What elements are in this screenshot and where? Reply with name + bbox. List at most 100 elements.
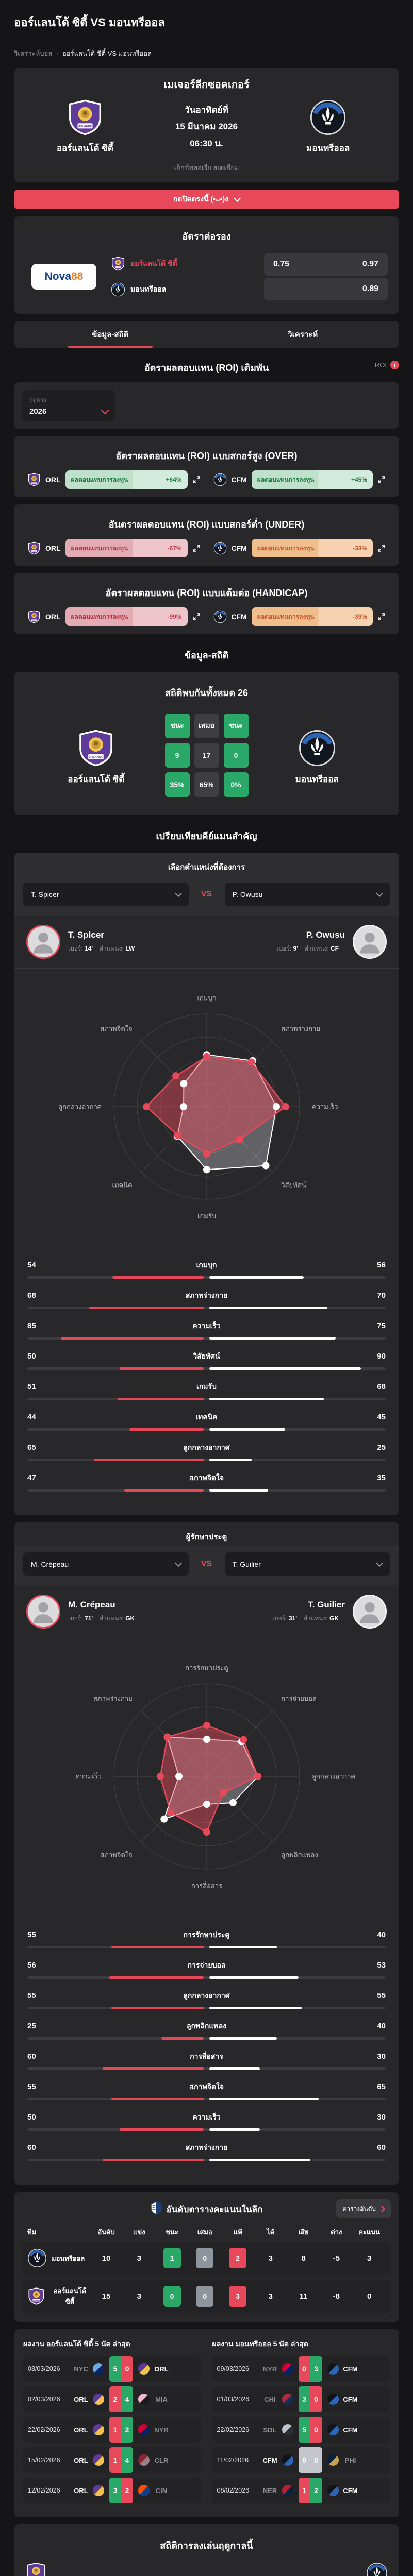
season-select-value: 2026: [29, 407, 47, 416]
home-stat-value: 85: [27, 1321, 36, 1330]
home-team-name: ออร์แลนโด้ ซิตี้: [56, 143, 113, 153]
left-team-abbr: ORL: [74, 2426, 88, 2434]
table-column-header: ทีม: [27, 2228, 37, 2236]
club-logo: [327, 2485, 339, 2496]
away-player-avatar: [353, 925, 387, 959]
breadcrumb-root-link[interactable]: วิเคราะห์บอล: [14, 49, 53, 57]
home-player-avatar: [26, 925, 60, 959]
odds-home-values[interactable]: 0.75 0.97: [264, 253, 388, 276]
club-logo: [282, 2424, 293, 2435]
stat-row: 47 สภาพจิตใจ 35: [27, 1472, 386, 1492]
expand-icon[interactable]: [192, 476, 201, 484]
home-stat-value: 56: [27, 1961, 36, 1970]
roi-home-side: ORLANDO ORL ผลตอบแทนการลงทุน -99%: [21, 607, 207, 626]
match-date: 01/03/2026: [217, 2396, 250, 2403]
club-logo: [138, 2394, 150, 2405]
match-date: 22/02/2026: [217, 2426, 250, 2433]
league-table-title: อันดับตารางคะแนนในลีก: [166, 2205, 263, 2214]
club-logo: [282, 2485, 293, 2496]
expand-icon[interactable]: [192, 544, 201, 552]
table-column-header: เสีย: [298, 2228, 309, 2236]
stat-label: ลูกพลิกแพลง: [186, 2022, 226, 2030]
svg-text:การสื่อสาร: การสื่อสาร: [191, 1881, 222, 1889]
away-team-logo: [298, 730, 336, 766]
odds-away-values[interactable]: 0.89: [264, 278, 388, 300]
svg-text:การจ่ายบอล: การจ่ายบอล: [281, 1694, 317, 1702]
bookmaker-logo[interactable]: Nova 88: [31, 264, 96, 290]
mls-league-icon: [150, 2201, 162, 2217]
home-player-select[interactable]: T. Spicer: [23, 883, 189, 906]
close-banner-button[interactable]: กดปิดตรงนี้ (•ᴗ•)ง: [14, 190, 399, 209]
position-select-label: เลือกตำแหน่งที่ต้องการ: [14, 853, 399, 876]
svg-text:ลูกกลางอากาศ: ลูกกลางอากาศ: [312, 1773, 356, 1781]
stat-bar: [27, 2007, 386, 2009]
expand-icon[interactable]: [377, 613, 386, 621]
league-table-button[interactable]: ตารางอันดับ: [336, 2199, 391, 2218]
club-logo: [138, 2454, 150, 2466]
stat-bar: [27, 2067, 386, 2070]
h2h-cell: 9: [164, 743, 190, 768]
league-table-rows: มอนทรีออล 10 3 1 0 2 3 8 -5 3 ORLANDO ออร์แล…: [14, 2242, 399, 2313]
right-team-abbr: PHI: [344, 2456, 356, 2464]
stat-row: 50 วิสัยทัศน์ 90: [27, 1351, 386, 1370]
match-datetime: วันอาทิตย์ที่ 15 มีนาคม 2026 06:30 น.: [175, 105, 238, 148]
stat-label: ลูกกลางอากาศ: [183, 1443, 230, 1451]
stat-row: 55 ลูกกลางอากาศ 55: [27, 1990, 386, 2009]
away-stat-value: 90: [377, 1352, 386, 1361]
chevron-down-icon: [174, 1559, 182, 1567]
table-column-header: คะแนน: [358, 2228, 381, 2236]
roi-section-card: อันตราผลตอบแทน (ROI) แบบสกอร์ต่ำ (UNDER)…: [14, 504, 399, 566]
svg-text:ความเร็ว: ความเร็ว: [75, 1772, 102, 1781]
stat-label: เกมรับ: [196, 1382, 217, 1391]
stat-label: สภาพร่างกาย: [185, 1291, 228, 1299]
expand-icon[interactable]: [377, 476, 386, 484]
info-icon[interactable]: i: [390, 361, 399, 369]
svg-text:ลูกกลางอากาศ: ลูกกลางอากาศ: [58, 1103, 102, 1111]
expand-icon[interactable]: [377, 544, 386, 552]
away-stat-value: 30: [377, 2113, 386, 2122]
home-team-logo: ORLANDO: [111, 257, 125, 271]
svg-text:ความเร็ว: ความเร็ว: [312, 1102, 338, 1111]
roi-section-title: อัตราผลตอบแทน (ROI) แบบแต้มต่อ (HANDICAP…: [105, 588, 308, 598]
away-gk-select[interactable]: T. Guilier: [224, 1552, 390, 1576]
tab-1[interactable]: วิเคราะห์: [288, 330, 318, 339]
breadcrumb-separator-icon: ›: [56, 50, 58, 57]
stat-label: การจ่ายบอล: [187, 1961, 226, 1969]
svg-text:สภาพร่างกาย: สภาพร่างกาย: [281, 1025, 320, 1032]
roi-badge-label: ROI: [374, 361, 387, 369]
home-gk-avatar: [26, 1595, 60, 1629]
away-player-select[interactable]: P. Owusu: [224, 883, 390, 906]
table-row[interactable]: มอนทรีออล 10 3 1 0 2 3 8 -5 3: [22, 2242, 391, 2275]
right-team-abbr: CFM: [343, 2426, 358, 2434]
stat-row: 65 ลูกกลางอากาศ 25: [27, 1442, 386, 1461]
away-form-column: ผลงาน มอนทรีออล 5 นัด ล่าสุด 09/03/2026 …: [212, 2338, 390, 2508]
h2h-cell: เสมอ: [194, 714, 219, 738]
home-stat-value: 65: [27, 1443, 36, 1452]
svg-text:ORLANDO: ORLANDO: [33, 2299, 40, 2301]
h2h-title: สถิติพบกันทั้งหมด 26: [164, 688, 249, 698]
stat-bar: [27, 1307, 386, 1309]
page-title: ออร์แลนโด้ ซิตี้ VS มอนทรีออล: [14, 16, 165, 29]
expand-icon[interactable]: [192, 613, 201, 621]
keyman-heading: เปรียบเทียบคีย์แมนสำคัญ: [156, 831, 257, 841]
roi-section-title: อัตราผลตอบแทน (ROI) แบบสกอร์สูง (OVER): [115, 451, 298, 461]
table-row[interactable]: ORLANDO ออร์แลนโด้ ซิตี้ 15 3 0 0 3 3 11 -8…: [22, 2280, 391, 2313]
away-stat-value: 70: [377, 1291, 386, 1300]
home-gk-select[interactable]: M. Crépeau: [23, 1552, 189, 1576]
tab-0[interactable]: ข้อมูล-สถิติ: [14, 321, 207, 348]
season-select[interactable]: ฤดูกาล 2026: [22, 390, 115, 421]
away-stat-value: 53: [377, 1961, 386, 1970]
svg-text:ORLANDO: ORLANDO: [31, 551, 37, 552]
